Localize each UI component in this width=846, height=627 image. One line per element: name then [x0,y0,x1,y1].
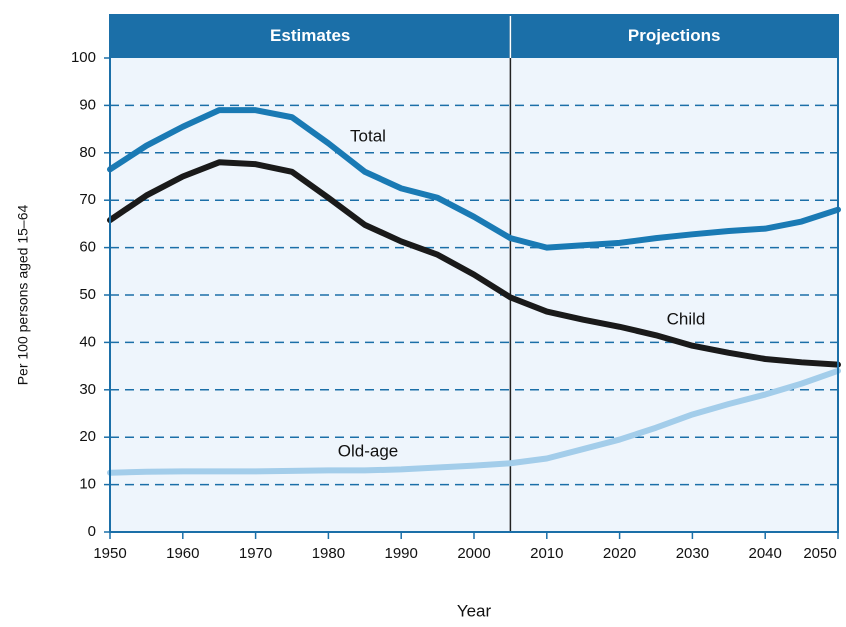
y-tick-label: 30 [79,381,96,398]
x-tick-label: 2030 [676,545,709,562]
y-axis-label: Per 100 persons aged 15–64 [15,204,31,385]
series-line [107,367,841,476]
y-tick-label: 40 [79,333,96,350]
x-tick-label: 1970 [239,545,272,562]
series-label: Total [350,126,386,145]
series-line [107,159,841,368]
x-tick-label: 2010 [530,545,563,562]
x-tick-label: 2040 [749,545,782,562]
y-tick-label: 80 [79,144,96,161]
x-tick-label: 1960 [166,545,199,562]
plot-border [109,14,839,533]
x-axis-label: Year [457,601,492,620]
y-tick-label: 20 [79,428,96,445]
series-line [107,107,841,251]
section-label: Projections [628,26,721,45]
y-tick-label: 0 [88,523,96,540]
y-tick-label: 70 [79,191,96,208]
x-tick-label: 1950 [93,545,126,562]
y-tick-label: 100 [71,49,96,66]
series-label: Child [667,309,706,328]
y-tick-label: 60 [79,239,96,256]
y-tick-label: 50 [79,286,96,303]
x-tick-label: 2000 [457,545,490,562]
x-tick-label: 2020 [603,545,636,562]
y-tick-label: 10 [79,476,96,493]
y-tick-label: 90 [79,96,96,113]
x-tick-label: 1990 [385,545,418,562]
x-tick-label: 1980 [312,545,345,562]
x-tick-label: 2050 [803,545,836,562]
series-label: Old-age [338,441,398,460]
section-label: Estimates [270,26,350,45]
header-band [110,15,838,58]
